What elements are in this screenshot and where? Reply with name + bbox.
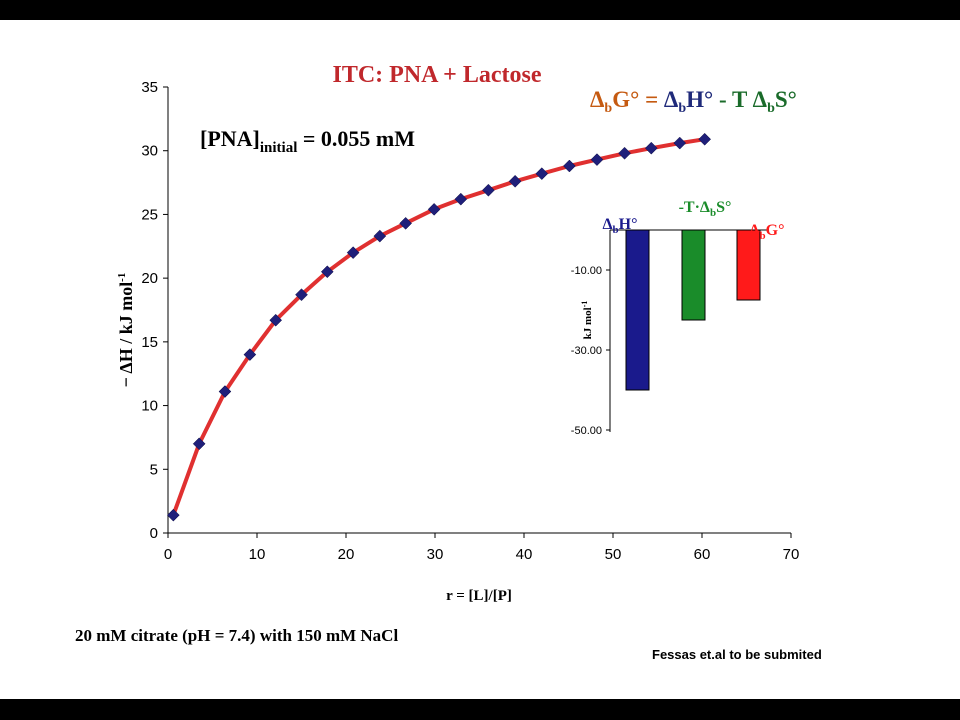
y-tick-label: 5 [150,461,158,478]
data-point [346,246,360,260]
data-point [427,202,441,216]
chart-title: ITC: PNA + Lactose [333,62,542,88]
x-tick-label: 30 [427,546,444,563]
data-point [535,167,549,181]
main-chart-plot [166,132,712,522]
y-axis-label: − ΔH / kJ mol-1 [116,273,136,388]
eq-gibbs-term: ΔbG° [590,87,639,116]
inset-y-tick-label: -50.00 [571,425,602,437]
data-point [373,229,387,243]
inset-y-label: kJ mol-1 [580,301,594,340]
y-tick-label: 15 [141,334,158,351]
y-tick-label: 20 [141,270,158,287]
inset-bar-label: ΔbG° [750,222,785,242]
inset-bar-label: ΔbH° [603,216,638,236]
inset-y-tick-label: -10.00 [571,265,602,277]
inset-bar-label: -T·ΔbS° [679,199,732,219]
data-point [618,146,631,160]
data-point [399,216,412,230]
y-tick-label: 25 [141,206,158,223]
inset-bar [736,229,761,301]
data-point [295,288,308,302]
gibbs-equation: ΔbG° = ΔbH° - T ΔbS° [590,87,797,116]
eq-minus-t: - T [719,87,753,112]
y-tick-label: 10 [141,398,158,415]
data-point [508,174,522,188]
x-tick-label: 0 [164,546,172,563]
buffer-note: 20 mM citrate (pH = 7.4) with 150 mM NaC… [75,626,398,645]
eq-entropy-term: ΔbS° [753,87,797,116]
fit-curve [171,137,707,518]
data-point [698,132,712,146]
citation: Fessas et.al to be submited [652,647,822,662]
data-point [673,136,687,150]
x-tick-label: 70 [783,546,800,563]
y-tick-label: 30 [141,143,158,160]
data-point [590,153,604,166]
x-tick-label: 40 [516,546,533,563]
data-point [644,141,658,155]
inset-bar [681,229,706,321]
inset-bar [625,229,650,391]
data-point [166,508,180,522]
data-point [243,348,257,361]
itc-figure: ITC: PNA + Lactose ΔbG° = ΔbH° - T ΔbS° … [75,62,822,662]
data-point [218,385,232,398]
data-point [269,313,283,327]
x-tick-label: 50 [605,546,622,563]
slide: ITC: PNA + Lactose ΔbG° = ΔbH° - T ΔbS° … [0,20,960,699]
data-point [563,159,576,173]
x-tick-label: 60 [694,546,711,563]
x-tick-label: 10 [249,546,266,563]
data-point [192,437,206,451]
main-chart-axes: 0 5 10 15 20 25 30 35 0 10 20 30 40 50 60 70 [141,79,799,563]
eq-enthalpy-term: ΔbH° [664,87,713,116]
x-tick-label: 20 [338,546,355,563]
eq-equals: = [645,87,664,112]
inset-y-tick-label: -30.00 [571,345,602,357]
y-tick-label: 35 [141,79,158,96]
inset-bar-chart: -10.00 -30.00 -50.00 kJ mol-1 ΔbH° -T·ΔbS° ΔbG… [571,199,785,437]
data-point [454,192,468,206]
data-point [482,183,495,197]
x-axis-label: r = [L]/[P] [446,588,512,604]
concentration-label: [PNA]initial = 0.055 mM [200,126,415,156]
data-point [320,265,334,279]
y-tick-label: 0 [150,525,158,542]
